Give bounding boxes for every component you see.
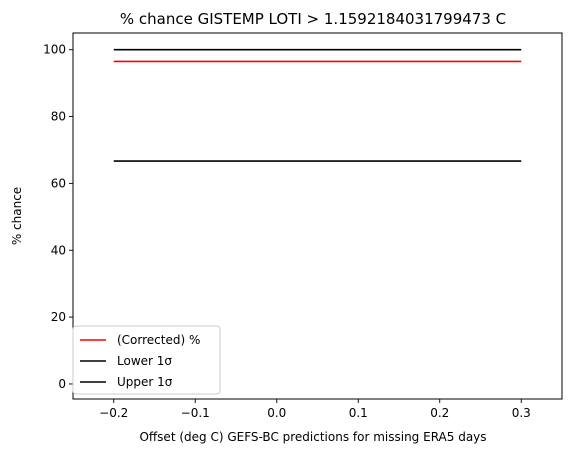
x-tick-label: 0.1: [349, 406, 368, 420]
x-tick-label: 0.2: [430, 406, 449, 420]
y-tick-label: 20: [51, 310, 66, 324]
y-tick-label: 0: [58, 377, 66, 391]
plot-frame: [72, 32, 563, 400]
y-tick-label: 80: [51, 110, 66, 124]
plot-lines: [113, 48, 522, 162]
legend-label-2: Upper 1σ: [117, 375, 173, 389]
x-axis-label: Offset (deg C) GEFS-BC predictions for m…: [139, 430, 486, 444]
x-axis-ticks: −0.2 −0.1 0.0 0.1 0.2 0.3: [99, 399, 531, 420]
y-tick-label: 100: [43, 43, 66, 57]
x-tick-label: −0.2: [99, 406, 128, 420]
y-tick-label: 60: [51, 176, 66, 190]
x-tick-label: 0.3: [512, 406, 531, 420]
legend-label-1: Lower 1σ: [117, 354, 172, 368]
legend-box: [72, 325, 221, 395]
y-axis-ticks: 0 20 40 60 80 100: [43, 43, 73, 391]
y-tick-label: 40: [51, 243, 66, 257]
x-tick-label: −0.1: [181, 406, 210, 420]
legend-label-0: (Corrected) %: [117, 333, 200, 347]
x-tick-label: 0.0: [267, 406, 286, 420]
chart-title: % chance GISTEMP LOTI > 1.15921840317994…: [120, 10, 506, 28]
legend: (Corrected) % Lower 1σ Upper 1σ: [72, 325, 221, 395]
y-axis-label: % chance: [10, 187, 24, 245]
